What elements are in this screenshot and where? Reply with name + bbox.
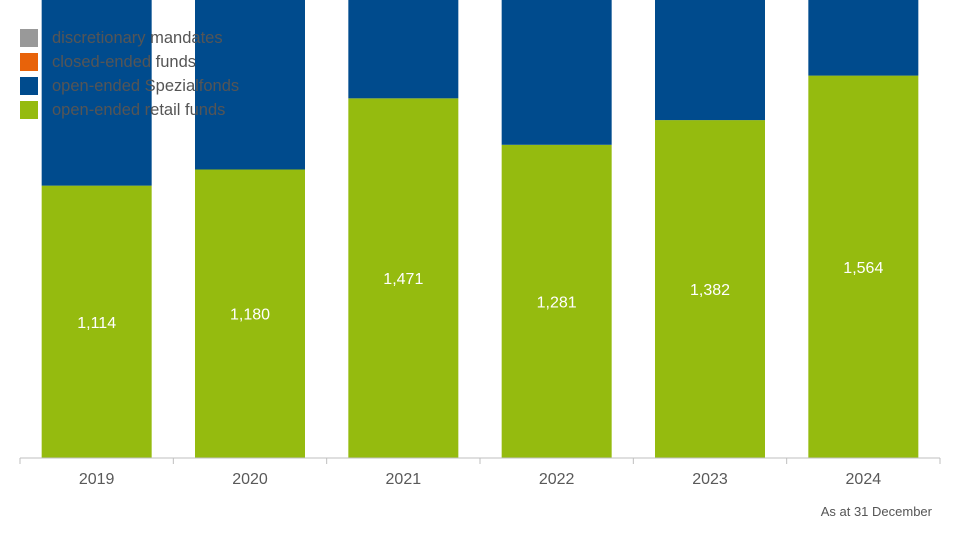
bar-spezial-2020 bbox=[195, 0, 305, 170]
bar-retail-2022 bbox=[501, 144, 612, 458]
legend-swatch-discretionary bbox=[20, 29, 38, 47]
x-tick-label-2023: 2023 bbox=[692, 471, 728, 488]
x-tick-label-2019: 2019 bbox=[79, 471, 115, 488]
footnote: As at 31 December bbox=[820, 504, 932, 519]
bar-retail-2021 bbox=[348, 98, 459, 458]
legend-swatch-spezialfonds bbox=[20, 77, 38, 95]
retail-value-label-2023: 1,382 bbox=[690, 282, 730, 299]
retail-value-label-2020: 1,180 bbox=[230, 307, 270, 324]
legend-item-retail: open-ended retail funds bbox=[20, 98, 239, 122]
bar-spezial-2021 bbox=[348, 0, 459, 99]
retail-value-label-2021: 1,471 bbox=[383, 271, 423, 288]
legend-item-closed-ended: closed-ended funds bbox=[20, 50, 239, 74]
legend-label-closed-ended: closed-ended funds bbox=[52, 52, 197, 71]
bar-retail-2024 bbox=[808, 75, 919, 459]
bar-spezial-2019 bbox=[41, 0, 152, 186]
x-tick-label-2022: 2022 bbox=[539, 471, 575, 488]
legend-label-discretionary: discretionary mandates bbox=[52, 28, 223, 47]
bar-retail-2019 bbox=[41, 185, 152, 458]
bar-spezial-2023 bbox=[655, 0, 765, 121]
legend-label-retail: open-ended retail funds bbox=[52, 100, 226, 119]
legend-label-spezialfonds: open-ended Spezialfonds bbox=[52, 76, 240, 95]
bar-spezial-2024 bbox=[808, 0, 919, 76]
legend-item-spezialfonds: open-ended Spezialfonds bbox=[20, 74, 239, 98]
x-tick-label-2021: 2021 bbox=[386, 471, 422, 488]
x-tick-label-2020: 2020 bbox=[232, 471, 268, 488]
bar-retail-2023 bbox=[655, 120, 765, 458]
retail-value-label-2019: 1,114 bbox=[77, 315, 116, 332]
bar-spezial-2022 bbox=[501, 0, 612, 145]
chart-legend: discretionary mandates closed-ended fund… bbox=[20, 26, 239, 122]
retail-value-label-2022: 1,281 bbox=[537, 294, 577, 311]
retail-value-label-2024: 1,564 bbox=[843, 260, 883, 277]
legend-item-discretionary: discretionary mandates bbox=[20, 26, 239, 50]
bar-retail-2020 bbox=[195, 169, 305, 459]
legend-swatch-closed-ended bbox=[20, 53, 38, 71]
legend-swatch-retail bbox=[20, 101, 38, 119]
x-tick-label-2024: 2024 bbox=[846, 471, 882, 488]
